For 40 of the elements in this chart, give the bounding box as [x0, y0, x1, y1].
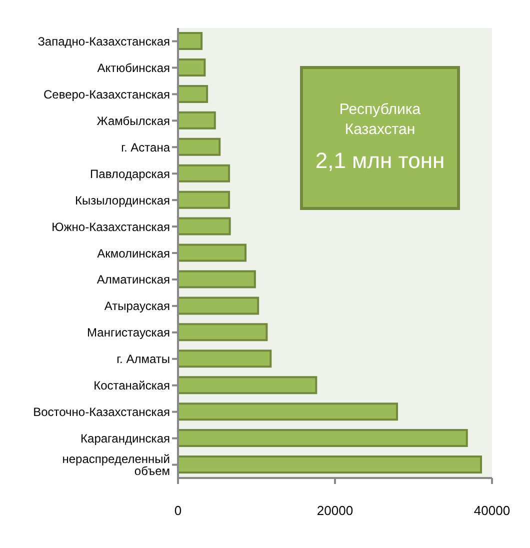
x-tick-label: 0: [174, 503, 182, 518]
y-tick-label: Мангистауская: [87, 326, 170, 340]
y-tick-label: г. Астана: [121, 140, 170, 154]
bar: [178, 350, 272, 368]
y-tick-label: Западно-Казахстанская: [38, 34, 170, 48]
y-tick-label: Северо-Казахстанская: [43, 87, 170, 102]
bar: [178, 217, 231, 236]
y-tick-label: Актюбинская: [97, 60, 170, 75]
bar: [178, 456, 482, 474]
x-tick-label: 20000: [316, 503, 354, 518]
y-tick-label: Атырауская: [104, 299, 170, 314]
annotation: 2,1 млн тонн: [315, 147, 445, 176]
y-tick-label: г. Алматы: [116, 352, 170, 366]
bar: [178, 244, 247, 262]
y-tick-label: Акмолинская: [97, 246, 170, 260]
y-tick-label: Алматинская: [96, 272, 170, 287]
bar: [178, 429, 468, 448]
bar: [178, 32, 203, 50]
y-tick-label: Жамбылская: [96, 114, 170, 128]
y-tick-label: Костанайская: [94, 378, 170, 393]
bar: [178, 164, 230, 182]
y-tick-label: Южно-Казахстанская: [52, 220, 170, 234]
y-tick-label: Карагандинская: [80, 432, 170, 446]
y-tick-label: Восточно-Казахстанская: [33, 405, 170, 420]
y-tick-label: Павлодарская: [90, 166, 170, 181]
bar: [178, 138, 221, 156]
x-tick-label: 40000: [474, 503, 510, 518]
y-tick-label: Кызылординская: [75, 193, 170, 208]
bar: [178, 296, 260, 315]
bar: [178, 270, 256, 288]
bar: [178, 376, 318, 394]
bar: [178, 190, 230, 209]
bar: [178, 111, 216, 130]
callout-box: Республика Казахстан 2,1 млн тонн: [300, 66, 460, 210]
annotation: Республика Казахстан: [338, 100, 422, 140]
bar: [178, 84, 208, 103]
y-tick-label: нераспределенный объем: [62, 452, 170, 478]
bar: [178, 58, 206, 76]
bar: [178, 323, 268, 342]
bar: [178, 402, 398, 421]
